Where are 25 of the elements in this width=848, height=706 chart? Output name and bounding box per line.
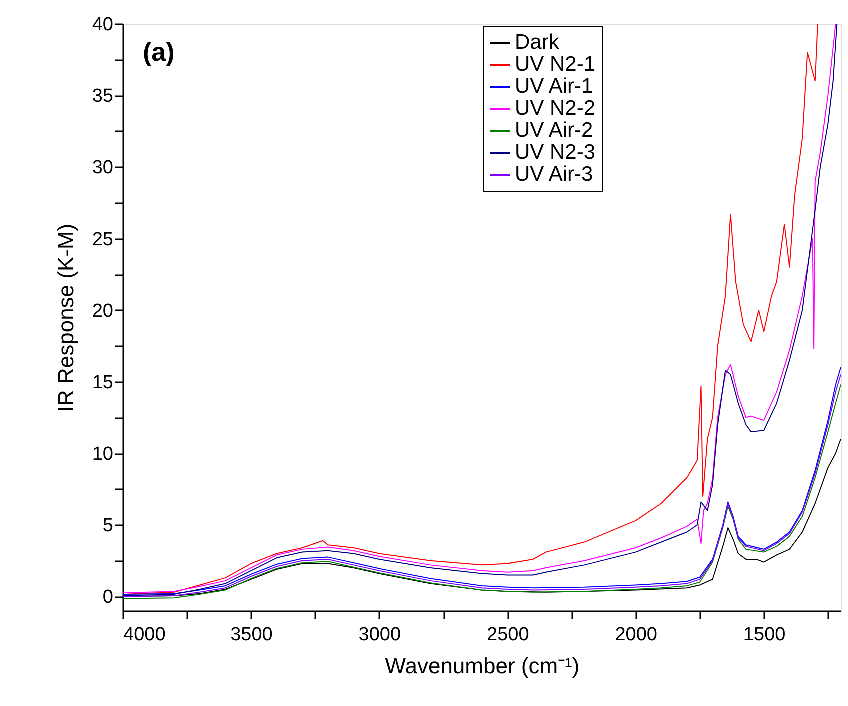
y-tick-label: 35: [92, 86, 114, 108]
legend-label: UV Air-2: [515, 119, 594, 142]
legend-label: UV Air-1: [515, 75, 594, 98]
legend-label: UV N2-3: [515, 141, 596, 164]
y-tick-label: 10: [92, 444, 114, 466]
x-tick-label: 2000: [615, 624, 658, 646]
legend-label: UV N2-2: [515, 97, 596, 120]
x-tick-label: 4000: [124, 624, 166, 646]
legend-label: UV Air-3: [515, 163, 594, 186]
y-tick-label: 5: [102, 516, 114, 537]
y-tick-label: 25: [92, 229, 114, 250]
y-tick-label: 20: [92, 300, 114, 322]
x-tick-label: 1500: [743, 624, 786, 646]
y-tick-label: 0: [102, 587, 114, 608]
x-tick-label: 2500: [487, 624, 530, 646]
y-tick-label: 40: [92, 14, 114, 36]
annotation: (a): [143, 37, 175, 67]
x-axis-title: Wavenumber (cm⁻¹): [385, 654, 580, 678]
legend-label: UV N2-1: [515, 53, 596, 76]
y-tick-label: 30: [92, 158, 114, 179]
y-tick-label: 15: [92, 372, 114, 394]
x-tick-label: 3500: [230, 624, 273, 646]
x-tick-label: 3000: [358, 624, 402, 646]
legend-label: Dark: [515, 31, 560, 54]
y-axis-title: IR Response (K-M): [53, 224, 78, 412]
